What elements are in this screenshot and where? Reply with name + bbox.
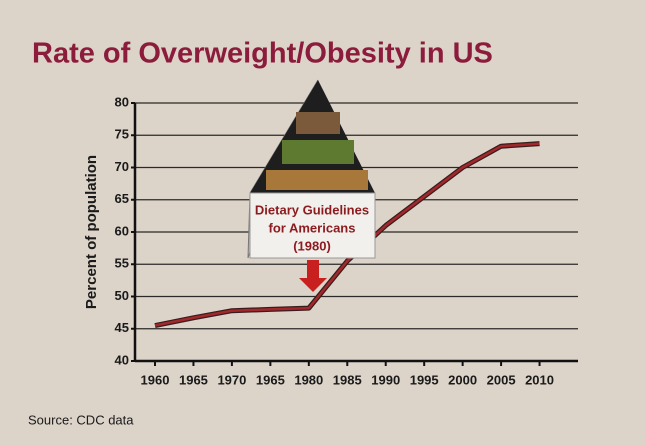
y-tick-label: 60: [115, 223, 129, 238]
y-tick-label: 80: [115, 94, 129, 109]
plot: 40 45 50 55 60 65 70 75 80 1960 1965 1970 1965 1980 19…: [115, 94, 578, 387]
x-tick-label: 1965: [179, 372, 208, 387]
x-tick-label: 1965: [256, 372, 285, 387]
y-tick-label: 75: [115, 127, 129, 142]
annotation: for Americans: [269, 220, 356, 235]
y-tick-label: 50: [115, 288, 129, 303]
x-tick-label: 1960: [141, 372, 170, 387]
y-tick-label: 65: [115, 191, 129, 206]
food-row: [282, 140, 354, 164]
y-tick-label: 55: [115, 256, 129, 271]
annotation: (1980): [293, 238, 331, 253]
x-tick-label: 1970: [217, 372, 246, 387]
x-tick-label: 1990: [371, 372, 400, 387]
arrow: [299, 260, 327, 292]
series-line: [154, 142, 540, 327]
annotation: Dietary Guidelines: [255, 202, 369, 217]
annotation-box: [249, 192, 376, 259]
x-tick-label: 1985: [333, 372, 362, 387]
x-tick-label: 2010: [525, 372, 554, 387]
pyramid-front: [250, 80, 375, 193]
y-tick-label: 45: [115, 320, 129, 335]
source: Source: CDC data: [28, 412, 134, 427]
y-axis-label: Percent of population: [83, 155, 100, 309]
x-tick-label: 1995: [410, 372, 439, 387]
x-tick-label: 2005: [487, 372, 516, 387]
food-row: [296, 112, 340, 134]
x-tick-label: 2000: [448, 372, 477, 387]
pyramid: [247, 79, 376, 292]
food-row: [266, 170, 368, 190]
chart-title: Rate of Overweight/Obesity in US: [32, 38, 493, 70]
y-tick-label: 40: [115, 352, 129, 367]
y-tick-label: 70: [115, 159, 129, 174]
x-tick-label: 1980: [294, 372, 323, 387]
